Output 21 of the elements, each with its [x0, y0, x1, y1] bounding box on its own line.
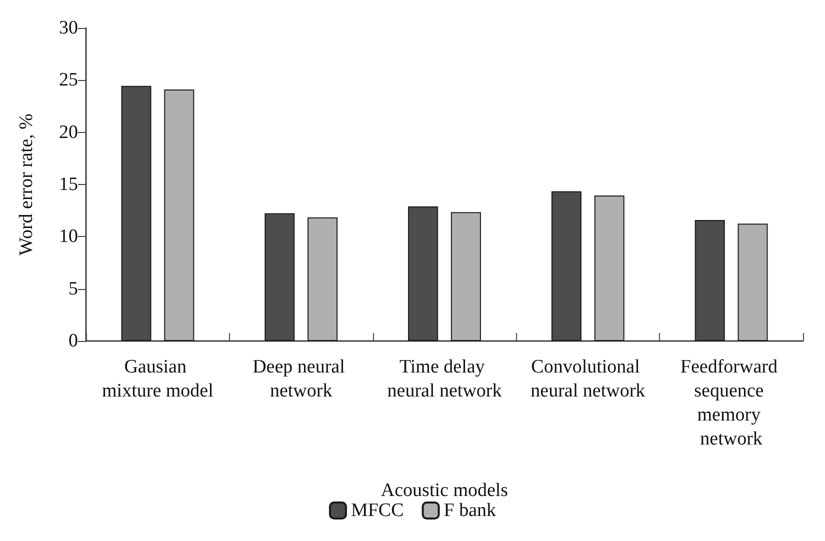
y-tick-label: 20: [59, 122, 78, 143]
y-tick-label: 5: [68, 278, 78, 300]
bar: [450, 212, 481, 341]
x-tick-label: Time delay neural network: [387, 356, 502, 402]
x-tick-label: Gausian mixture model: [102, 356, 214, 402]
bar: [738, 224, 768, 341]
y-tick-label: 25: [59, 70, 78, 91]
y-tick-label: 15: [59, 174, 78, 195]
y-tick-label: 0: [68, 330, 78, 352]
x-tick-label: Convolutional neural network: [530, 356, 646, 402]
bar: [164, 90, 194, 341]
bar: [594, 195, 624, 341]
legend-label: F bank: [444, 500, 497, 521]
x-tick-label: Feedforward sequence memory network: [680, 356, 782, 450]
y-tick-label: 10: [59, 226, 78, 248]
legend-label: MFCC: [350, 500, 404, 521]
y-tick-label: 30: [59, 18, 78, 38]
y-axis-title: Word error rate, %: [16, 113, 37, 256]
x-tick-label: Deep neural network: [252, 356, 350, 402]
x-axis-title: Acoustic models: [380, 480, 508, 501]
bar: [308, 217, 338, 341]
